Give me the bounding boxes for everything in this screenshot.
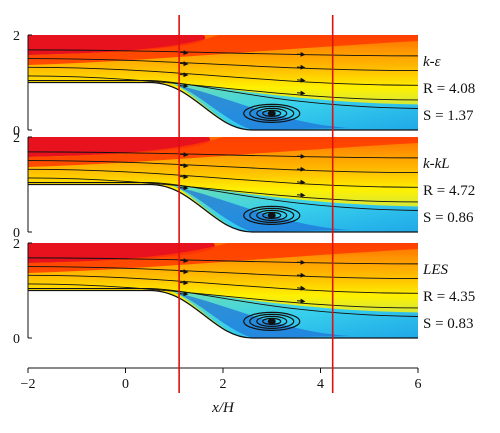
- x-tick-label: 6: [415, 377, 422, 392]
- streamline: [27, 151, 419, 159]
- r-value-label: R = 4.72: [423, 183, 475, 199]
- streamline: [27, 168, 419, 188]
- y-tick-label: 2: [13, 237, 20, 252]
- streamline: [27, 75, 419, 101]
- y-tick-label: 0: [13, 332, 20, 347]
- streamline: [27, 160, 419, 174]
- vortex-streamline: [249, 105, 295, 121]
- streamline: [27, 257, 419, 265]
- vortex-streamline: [249, 207, 295, 223]
- streamline: [27, 177, 419, 203]
- streamline: [27, 283, 419, 309]
- streamline: [27, 49, 419, 57]
- streamline: [27, 66, 419, 86]
- s-value-label: S = 0.86: [423, 210, 474, 226]
- x-tick-label: 2: [220, 377, 227, 392]
- model-label: k-kL: [423, 156, 450, 172]
- vortex-streamline: [243, 103, 301, 123]
- vortex-streamline: [256, 315, 288, 327]
- panel-2: 0 2 k-kL R = 4.72 S = 0.86: [13, 131, 475, 241]
- x-tick-label: −2: [21, 377, 36, 392]
- hill-wall: [28, 82, 253, 130]
- vortex-streamline: [256, 107, 288, 119]
- y-tick-label: 0: [13, 226, 20, 241]
- streamline: [28, 80, 419, 109]
- model-label: LES: [422, 262, 449, 278]
- s-value-label: S = 0.83: [423, 316, 474, 332]
- y-tick-label: 2: [13, 29, 20, 44]
- hill-wall: [28, 290, 253, 338]
- panel-1: 0 2 k-ε R = 4.08 S = 1.37: [13, 29, 475, 139]
- streamline: [27, 266, 419, 280]
- y-tick-label: 2: [13, 131, 20, 146]
- x-axis-label: x/H: [211, 400, 235, 416]
- streamline: [28, 182, 419, 211]
- s-value-label: S = 1.37: [423, 108, 474, 124]
- x-tick-label: 4: [317, 377, 324, 392]
- streamline: [27, 58, 419, 72]
- streamline: [27, 274, 419, 294]
- vortex-streamline: [249, 313, 295, 329]
- model-label: k-ε: [423, 54, 441, 70]
- vortex-streamline: [256, 209, 288, 221]
- vortex-streamline: [243, 205, 301, 225]
- streamline: [28, 288, 419, 317]
- panel-3: 0 2 LES R = 4.35 S = 0.83: [13, 237, 475, 347]
- vortex-streamline: [243, 311, 301, 331]
- y-tick-label: 0: [13, 124, 20, 139]
- hill-wall: [28, 184, 253, 232]
- r-value-label: R = 4.08: [423, 81, 475, 97]
- x-tick-label: 0: [122, 377, 129, 392]
- r-value-label: R = 4.35: [423, 289, 475, 305]
